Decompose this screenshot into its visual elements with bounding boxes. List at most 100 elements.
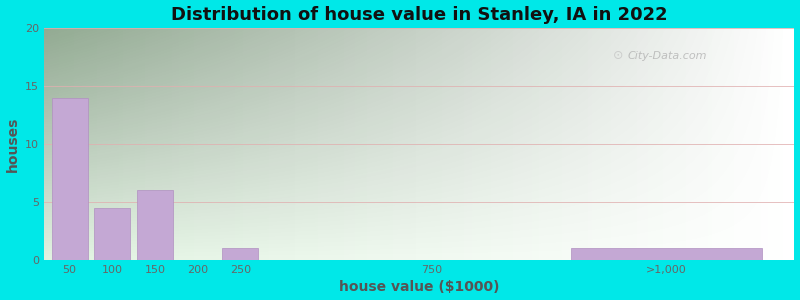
Bar bbox=[626, 28, 630, 260]
Bar bbox=[108, 28, 112, 260]
Bar bbox=[562, 28, 566, 260]
Bar bbox=[693, 28, 697, 260]
Bar bbox=[622, 28, 626, 260]
Bar bbox=[610, 28, 614, 260]
Bar bbox=[284, 28, 288, 260]
Bar bbox=[303, 28, 306, 260]
Bar bbox=[742, 28, 746, 260]
Bar bbox=[341, 28, 344, 260]
Bar bbox=[221, 28, 224, 260]
Bar bbox=[66, 28, 70, 260]
Bar bbox=[543, 28, 547, 260]
Bar bbox=[161, 28, 164, 260]
Bar bbox=[573, 28, 577, 260]
Bar bbox=[326, 28, 330, 260]
Bar bbox=[550, 28, 554, 260]
Bar bbox=[697, 28, 701, 260]
Bar bbox=[434, 28, 438, 260]
Bar bbox=[378, 28, 382, 260]
Bar bbox=[723, 28, 727, 260]
Bar bbox=[374, 28, 378, 260]
Bar bbox=[716, 28, 719, 260]
Bar bbox=[479, 28, 483, 260]
Bar bbox=[768, 28, 772, 260]
Bar bbox=[475, 28, 479, 260]
Bar bbox=[738, 28, 742, 260]
Bar bbox=[186, 28, 190, 260]
Bar bbox=[506, 28, 510, 260]
Bar bbox=[277, 28, 281, 260]
Bar bbox=[222, 248, 258, 260]
Bar bbox=[442, 28, 446, 260]
Bar bbox=[521, 28, 524, 260]
Bar bbox=[663, 28, 667, 260]
Bar bbox=[450, 28, 453, 260]
Bar bbox=[97, 28, 100, 260]
Bar bbox=[659, 28, 663, 260]
Bar bbox=[306, 28, 310, 260]
Bar bbox=[112, 28, 115, 260]
Bar bbox=[490, 28, 494, 260]
Bar bbox=[765, 28, 768, 260]
Bar bbox=[513, 28, 517, 260]
Bar bbox=[142, 28, 146, 260]
Bar bbox=[652, 28, 656, 260]
Bar bbox=[461, 28, 464, 260]
Bar bbox=[149, 28, 153, 260]
Bar bbox=[137, 190, 173, 260]
Bar bbox=[423, 28, 426, 260]
Bar bbox=[772, 28, 776, 260]
Bar bbox=[554, 28, 558, 260]
Bar bbox=[337, 28, 341, 260]
Bar bbox=[682, 28, 686, 260]
Bar bbox=[390, 28, 393, 260]
Bar bbox=[524, 28, 528, 260]
Bar bbox=[359, 28, 363, 260]
Bar bbox=[63, 28, 66, 260]
Bar bbox=[426, 28, 430, 260]
Bar bbox=[401, 28, 404, 260]
Bar bbox=[355, 28, 359, 260]
Bar bbox=[510, 28, 513, 260]
Bar bbox=[126, 28, 130, 260]
Bar bbox=[404, 28, 408, 260]
Bar bbox=[273, 28, 277, 260]
Bar bbox=[690, 28, 693, 260]
Bar bbox=[502, 28, 506, 260]
Bar bbox=[670, 28, 674, 260]
Bar bbox=[213, 28, 217, 260]
Bar bbox=[190, 28, 194, 260]
Bar bbox=[262, 28, 266, 260]
Bar bbox=[86, 28, 89, 260]
Bar bbox=[532, 28, 535, 260]
Bar bbox=[78, 28, 82, 260]
Bar bbox=[228, 28, 232, 260]
Bar bbox=[243, 28, 246, 260]
Bar bbox=[633, 28, 637, 260]
Bar bbox=[607, 28, 610, 260]
Bar bbox=[168, 28, 172, 260]
Bar bbox=[235, 28, 239, 260]
Bar bbox=[783, 28, 787, 260]
Bar bbox=[386, 28, 390, 260]
Bar bbox=[581, 28, 584, 260]
Bar bbox=[498, 28, 502, 260]
Bar bbox=[464, 28, 468, 260]
Bar bbox=[494, 28, 498, 260]
Bar bbox=[93, 28, 97, 260]
Bar bbox=[52, 28, 55, 260]
Bar bbox=[637, 28, 641, 260]
Bar bbox=[119, 28, 123, 260]
Bar bbox=[292, 28, 295, 260]
Bar bbox=[750, 28, 753, 260]
Bar bbox=[618, 28, 622, 260]
Bar bbox=[483, 28, 487, 260]
Bar bbox=[419, 28, 423, 260]
Title: Distribution of house value in Stanley, IA in 2022: Distribution of house value in Stanley, … bbox=[171, 6, 667, 24]
Bar bbox=[584, 28, 588, 260]
Bar bbox=[430, 28, 434, 260]
Bar bbox=[246, 28, 250, 260]
Bar bbox=[258, 28, 262, 260]
Bar bbox=[366, 28, 370, 260]
Bar bbox=[146, 28, 149, 260]
